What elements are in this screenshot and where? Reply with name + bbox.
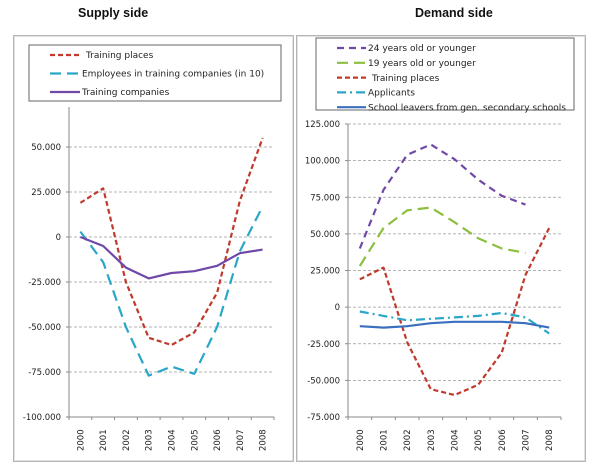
x-tick-label: 2004 [451,429,461,451]
x-tick-label: 2003 [427,429,437,451]
series-line-employees-in-training-companies-in-10 [79,205,264,377]
series-line-applicants [359,310,550,335]
y-tick-label: 25.000 [310,267,340,277]
x-tick-label: 2005 [190,429,200,451]
legend-label: Training places [85,51,154,61]
series-line-19-years-old-or-younger [358,206,526,267]
x-tick-label: 2003 [145,429,155,451]
y-tick-label: -50.000 [307,376,340,386]
legend-label: 24 years old or younger [368,44,476,54]
supply-side-chart: 50.000 25.000 0 -25.000 -50.000 -75.000 -100.0… [23,44,282,451]
x-tick-label: 2008 [259,429,269,451]
y-tick-label: -75.000 [28,368,61,378]
x-tick-label: 2007 [522,429,532,451]
y-tick-label: -100.000 [23,413,61,423]
y-tick-label: -75.000 [307,413,340,423]
series-line-training-places [79,137,264,347]
legend-label: Training companies [81,88,170,98]
series-line-training-companies [79,235,263,280]
supply-chart-frame [13,35,294,462]
series-line-24-years-old-or-younger [358,143,526,249]
x-tick-label: 2006 [213,429,223,451]
demand-side-title: Demand side [415,6,493,20]
legend: 24 years old or younger 19 years old or y… [315,37,575,113]
y-tick-label: 50.000 [31,143,61,153]
y-tick-label: -50.000 [28,323,61,333]
legend-label: Training places [371,74,440,84]
y-tick-label: 75.000 [310,193,340,203]
y-tick-label: 50.000 [310,230,340,240]
y-tick-label: -25.000 [28,278,61,288]
y-tick-label: 25.000 [31,188,61,198]
demand-side-chart: 125.000 100.000 75.000 50.000 25.000 0 -25.000… [305,37,575,451]
x-tick-label: 2001 [99,429,109,451]
x-tick-label: 2000 [356,429,366,451]
y-tick-label: 0 [56,233,61,243]
legend-label: Employees in training companies (in 10) [82,70,264,80]
y-tick-label: 100.000 [305,157,340,167]
legend-label: 19 years old or younger [368,59,476,69]
legend: Training places Employees in training com… [28,44,282,102]
series-line-training-places [359,227,551,397]
x-tick-label: 2002 [403,429,413,451]
x-tick-label: 2002 [122,429,132,451]
y-tick-label: 125.000 [305,120,340,130]
legend-label: Applicants [368,89,415,99]
x-tick-label: 2007 [236,429,246,451]
x-tick-label: 2005 [474,429,484,451]
x-tick-label: 2000 [76,429,86,451]
x-tick-label: 2008 [545,429,555,451]
y-tick-label: -25.000 [307,340,340,350]
x-tick-label: 2001 [380,429,390,451]
x-tick-label: 2004 [168,429,178,451]
x-tick-label: 2006 [498,429,508,451]
series-line-school-leavers-from-gen-secondary-schools [359,320,550,329]
y-tick-label: 0 [335,303,340,313]
legend-label: School leavers from gen. secondary schoo… [368,103,566,113]
supply-side-title: Supply side [78,6,149,20]
legend-box [315,37,575,111]
